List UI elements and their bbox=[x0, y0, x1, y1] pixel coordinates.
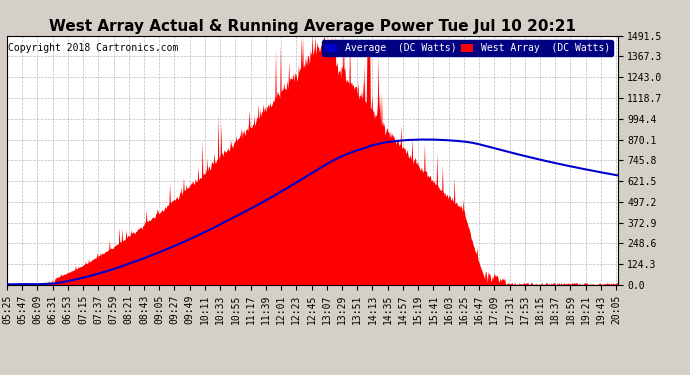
Text: Copyright 2018 Cartronics.com: Copyright 2018 Cartronics.com bbox=[8, 43, 178, 53]
Legend: Average  (DC Watts), West Array  (DC Watts): Average (DC Watts), West Array (DC Watts… bbox=[322, 40, 613, 56]
Title: West Array Actual & Running Average Power Tue Jul 10 20:21: West Array Actual & Running Average Powe… bbox=[49, 20, 575, 34]
